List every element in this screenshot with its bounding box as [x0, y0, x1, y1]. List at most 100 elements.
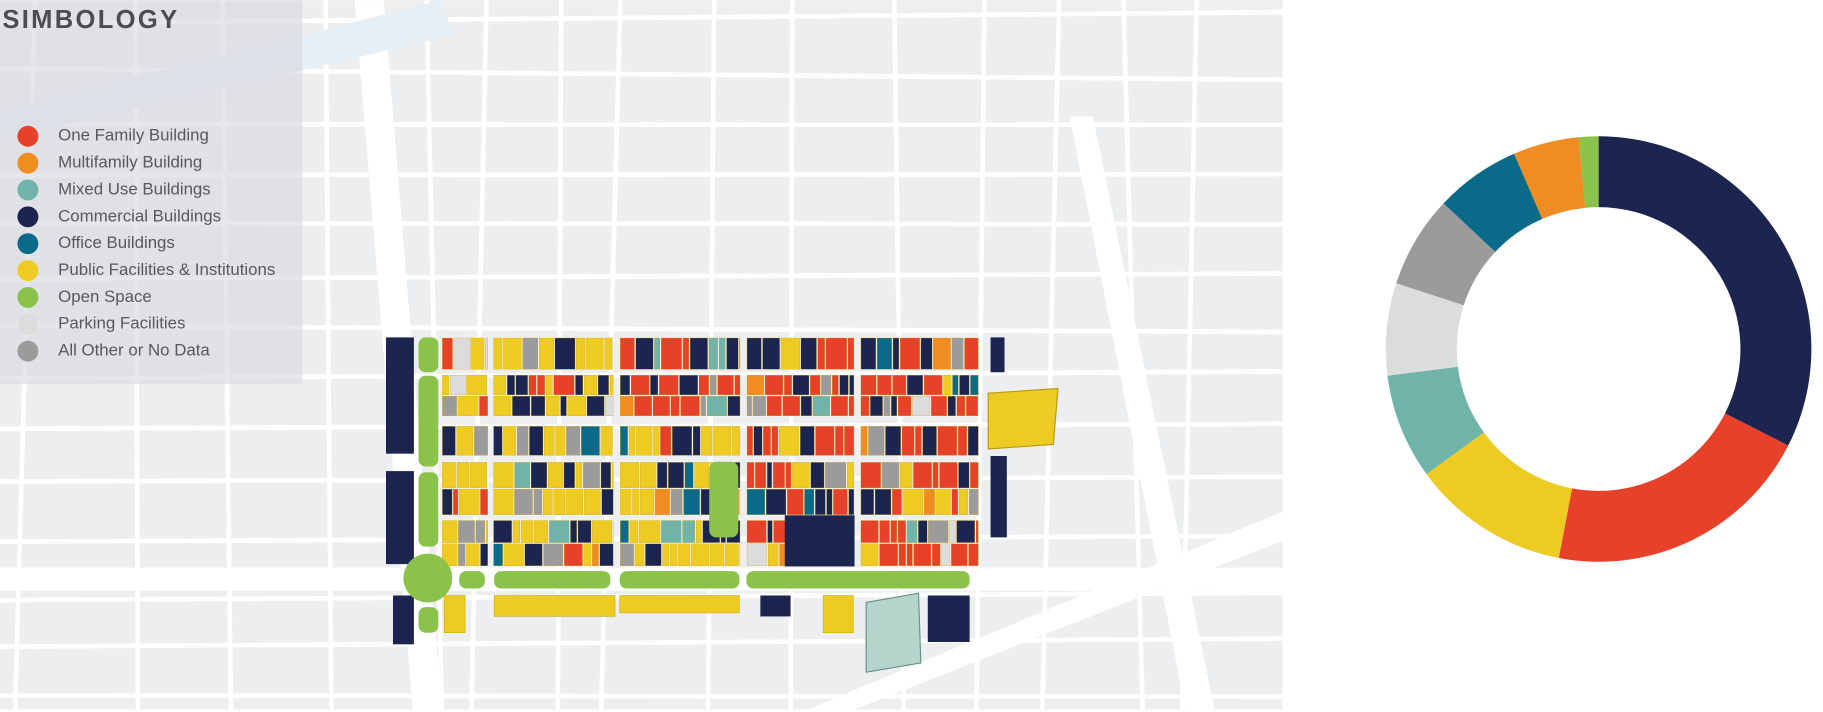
- parcel: [956, 520, 975, 543]
- parcel: [640, 488, 654, 515]
- parcel: [506, 375, 515, 396]
- parcel: [780, 337, 800, 370]
- donut-slice: [1426, 432, 1573, 559]
- parcel: [485, 520, 488, 543]
- parcel: [881, 462, 900, 489]
- parcel: [922, 426, 937, 456]
- parcel: [524, 543, 543, 567]
- parcel: [825, 337, 847, 370]
- parcel: [899, 337, 920, 370]
- parcel: [385, 337, 414, 454]
- parcel: [600, 426, 613, 456]
- parcel: [565, 426, 581, 456]
- parcel: [479, 395, 488, 417]
- parcel: [583, 375, 598, 396]
- parcel: [746, 543, 768, 567]
- parcel: [933, 337, 951, 370]
- parcel: [545, 395, 560, 417]
- donut-slice: [1396, 203, 1496, 306]
- parcel: [669, 543, 677, 567]
- parcel: [694, 462, 710, 489]
- parcel: [860, 520, 879, 543]
- parcel: [634, 395, 652, 417]
- parcel: [634, 543, 645, 567]
- parcel: [503, 426, 517, 456]
- park: [418, 607, 439, 633]
- parcel: [650, 375, 659, 396]
- parcel: [782, 395, 801, 417]
- parcel: [442, 543, 458, 567]
- parcel: [385, 471, 414, 565]
- parcel: [442, 462, 457, 489]
- street: [1040, 0, 1062, 710]
- parcel: [907, 375, 924, 396]
- parcel: [597, 375, 609, 396]
- parcel: [543, 543, 564, 567]
- parcel: [901, 426, 915, 456]
- parcel: [883, 395, 891, 417]
- parcel: [586, 395, 605, 417]
- parcel: [902, 488, 923, 515]
- parcel: [657, 462, 668, 489]
- parcel: [533, 488, 543, 515]
- legend-label: Multifamily Building: [58, 153, 202, 172]
- parcel: [609, 375, 614, 396]
- legend-label: One Family Building: [58, 126, 209, 145]
- parcel: [514, 488, 533, 515]
- parcel: [860, 395, 870, 417]
- parcel: [493, 520, 512, 543]
- parcel: [565, 488, 584, 515]
- parcel: [658, 375, 679, 396]
- parcel: [920, 337, 933, 370]
- parcel: [865, 592, 922, 673]
- parcel: [645, 543, 662, 567]
- parcel: [512, 520, 520, 543]
- parcel: [927, 595, 970, 643]
- parcel: [810, 375, 821, 396]
- parcel: [772, 462, 785, 489]
- parcel: [639, 462, 657, 489]
- parcel: [585, 337, 604, 370]
- parcel: [475, 520, 486, 543]
- parcel: [670, 395, 680, 417]
- parcel: [768, 543, 779, 567]
- legend-swatch: [17, 340, 39, 362]
- parcel: [890, 520, 898, 543]
- parcel: [987, 387, 1059, 450]
- parcel: [949, 520, 956, 543]
- parcel: [860, 462, 881, 489]
- park: [459, 571, 485, 589]
- parcel: [493, 426, 503, 456]
- legend-swatch: [17, 206, 39, 228]
- parcel: [784, 375, 793, 396]
- parcel: [493, 462, 514, 489]
- parcel: [581, 426, 600, 456]
- parcel: [690, 543, 710, 567]
- parcel: [734, 375, 741, 396]
- parcel: [706, 395, 727, 417]
- parcel: [731, 426, 741, 456]
- parcel: [970, 462, 979, 489]
- park: [746, 571, 970, 589]
- parcel: [611, 462, 614, 489]
- parcel: [620, 462, 640, 489]
- parcel: [520, 520, 534, 543]
- parcel: [683, 488, 700, 515]
- parcel: [654, 337, 661, 370]
- parcel: [849, 375, 855, 396]
- parcel: [752, 395, 766, 417]
- parcel: [548, 520, 570, 543]
- parcel: [592, 543, 599, 567]
- parcel: [746, 375, 764, 396]
- parcel: [912, 395, 931, 417]
- donut-slice: [1558, 413, 1789, 562]
- parcel: [815, 426, 835, 456]
- parcel: [755, 462, 767, 489]
- parcel: [941, 543, 951, 567]
- parcel: [661, 520, 682, 543]
- parcel: [918, 520, 928, 543]
- parcel: [672, 426, 693, 456]
- parcel: [577, 520, 592, 543]
- parcel: [800, 337, 817, 370]
- parcel: [847, 337, 855, 370]
